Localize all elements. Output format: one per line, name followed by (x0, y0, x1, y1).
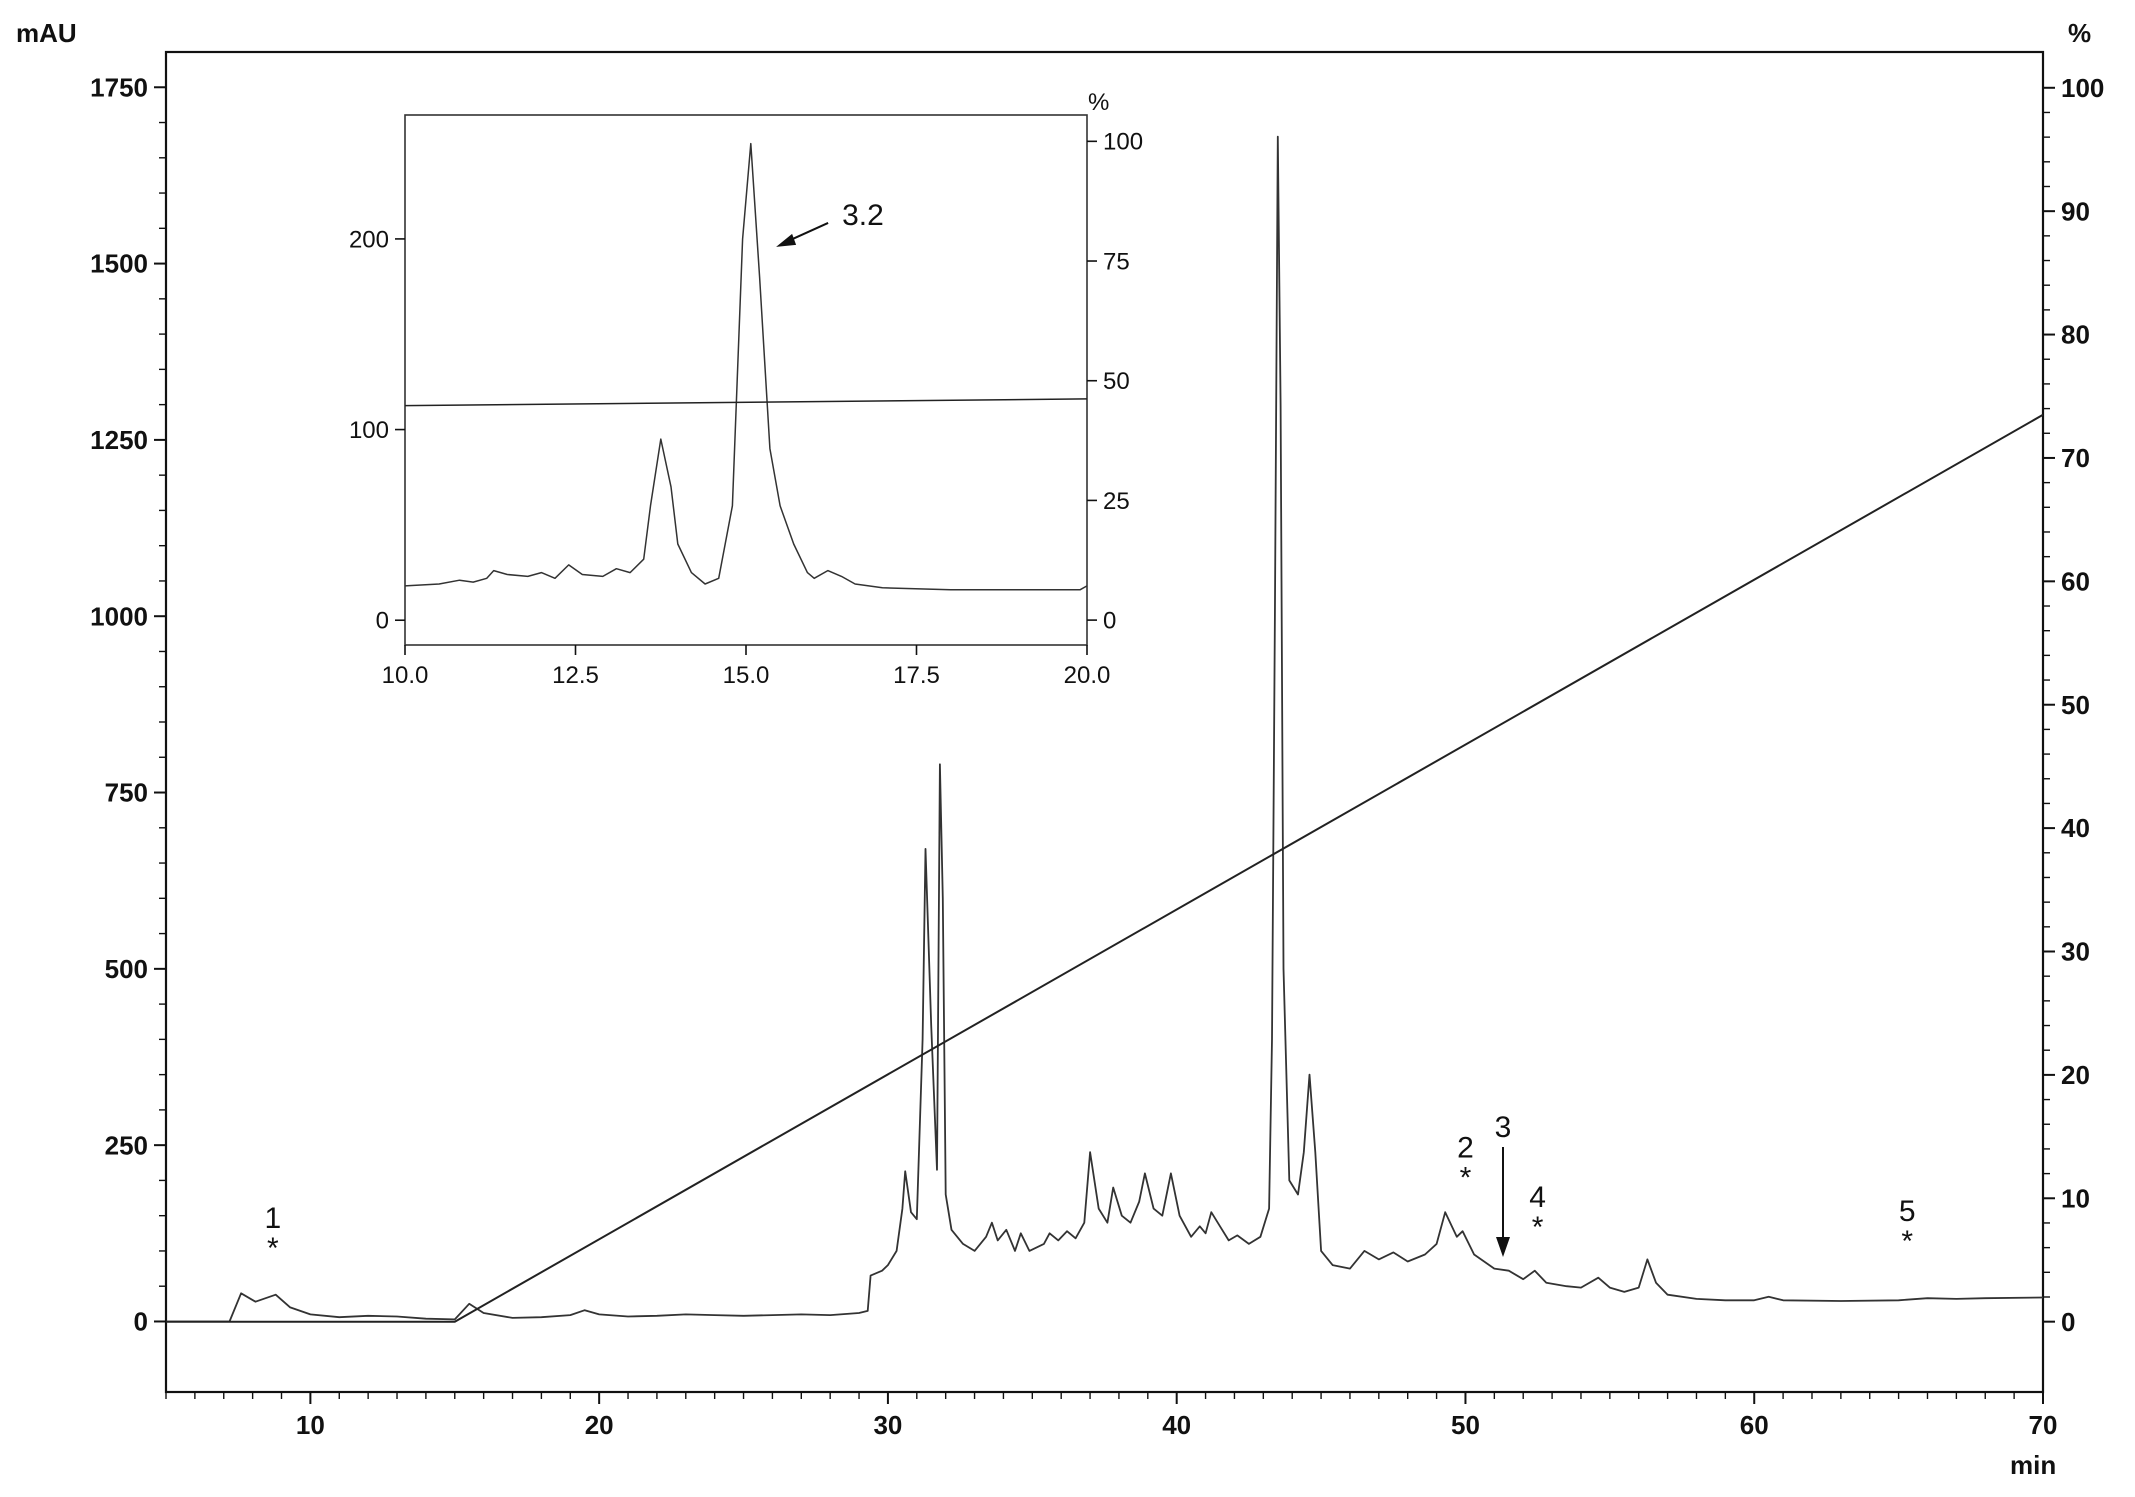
main-annotation-arrowhead (1496, 1237, 1511, 1258)
main-annotation-asterisk: * (1901, 1225, 1913, 1258)
inset-x-tick-label: 12.5 (552, 662, 599, 689)
inset-series-group (404, 142, 1088, 591)
inset-x-tick-label: 15.0 (723, 662, 770, 689)
main-annotation-label: 5 (1899, 1195, 1916, 1228)
main-y2-tick-label: 20 (2061, 1060, 2090, 1090)
main-y2-tick-label: 40 (2061, 813, 2090, 843)
main-y-tick-label: 250 (105, 1130, 148, 1160)
main-gradient-line (166, 413, 2044, 1323)
main-y2-tick-label: 60 (2061, 566, 2090, 596)
main-axes-group: 0250500750100012501500175001020304050607… (90, 72, 2104, 1440)
main-x-tick-label: 20 (585, 1410, 614, 1440)
main-y-tick-label: 500 (105, 954, 148, 984)
main-y2-tick-label: 70 (2061, 443, 2090, 473)
main-x-axis-label: min (2010, 1450, 2056, 1480)
main-annotations-group: 1*2*34* 5* (265, 1111, 1916, 1265)
main-x-tick-label: 30 (873, 1410, 902, 1440)
main-x-tick-label: 60 (1740, 1410, 1769, 1440)
inset-gradient-line (404, 398, 1088, 407)
main-annotation-asterisk: * (1532, 1211, 1544, 1244)
main-annotation-asterisk: * (267, 1232, 279, 1265)
inset-y-tick-label: 100 (349, 417, 389, 444)
inset-y2-tick-label: 75 (1103, 248, 1130, 275)
main-series-group (166, 135, 2044, 1323)
inset-axes-group: 0 100 200 0 25 50 75 100 10.0 12.5 15.0 17.5 20.0 (349, 129, 1143, 689)
inset-y2-tick-label: 100 (1103, 129, 1143, 156)
inset-x-tick-label: 17.5 (893, 662, 940, 689)
main-y2-tick-label: 0 (2061, 1307, 2075, 1337)
main-x-tick-label: 40 (1162, 1410, 1191, 1440)
main-y-tick-label: 0 (134, 1307, 148, 1337)
inset-y2-tick-label: 50 (1103, 368, 1130, 395)
inset-annotation-arrowhead (776, 233, 797, 247)
inset-y2-axis-label: % (1088, 89, 1109, 116)
main-y-tick-label: 1250 (90, 425, 148, 455)
inset-y2-tick-label: 25 (1103, 488, 1130, 515)
main-annotation-asterisk: * (1460, 1162, 1472, 1195)
main-annotation-label: 3 (1495, 1111, 1512, 1144)
main-y-tick-label: 1000 (90, 601, 148, 631)
inset-y2-tick-label: 0 (1103, 608, 1116, 635)
main-y2-tick-label: 50 (2061, 690, 2090, 720)
main-y2-axis-label: % (2068, 18, 2091, 48)
inset-annotation-label: 3.2 (842, 199, 884, 232)
main-y2-tick-label: 10 (2061, 1183, 2090, 1213)
main-x-tick-label: 70 (2029, 1410, 2058, 1440)
inset-x-tick-label: 10.0 (382, 662, 429, 689)
main-y-tick-label: 1750 (90, 72, 148, 102)
main-chromatogram-line (166, 135, 2044, 1323)
main-y2-tick-label: 30 (2061, 937, 2090, 967)
main-x-tick-label: 50 (1451, 1410, 1480, 1440)
inset-x-tick-label: 20.0 (1064, 662, 1111, 689)
main-annotation-label: 1 (265, 1202, 282, 1235)
main-x-tick-label: 10 (296, 1410, 325, 1440)
main-annotation-label: 2 (1457, 1132, 1474, 1165)
main-y-tick-label: 750 (105, 778, 148, 808)
main-y-axis-label: mAU (16, 18, 77, 48)
main-y2-tick-label: 80 (2061, 320, 2090, 350)
inset-chromatogram-line (404, 142, 1088, 591)
main-y2-tick-label: 100 (2061, 73, 2104, 103)
main-y-tick-label: 1500 (90, 249, 148, 279)
inset-y-tick-label: 200 (349, 226, 389, 253)
main-annotation-label: 4 (1529, 1181, 1546, 1214)
inset-y-tick-label: 0 (376, 608, 389, 635)
inset-annotations-group: 3.2 (776, 199, 884, 247)
main-y2-tick-label: 90 (2061, 196, 2090, 226)
